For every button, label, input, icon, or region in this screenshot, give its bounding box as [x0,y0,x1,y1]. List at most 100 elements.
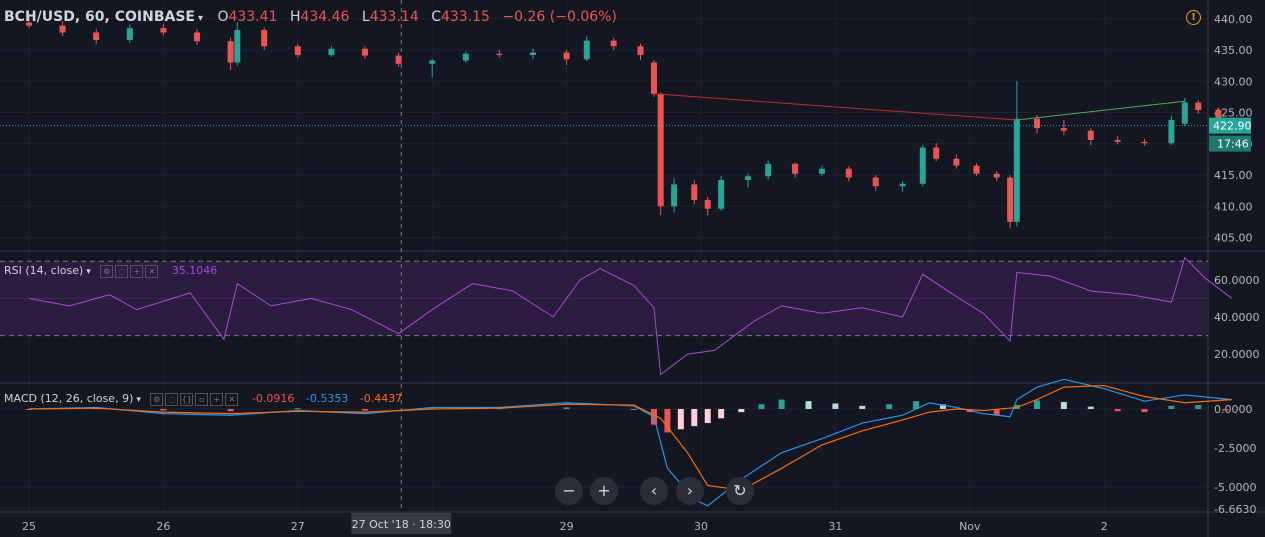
candle-up [919,147,926,184]
candle-down [93,32,100,40]
time-axis-tick: 29 [560,520,574,533]
macd-histogram-bar [832,403,839,409]
candle-down [872,177,879,187]
candle-up [1013,118,1020,222]
macd-histogram-bar [26,408,32,410]
candle-down [792,163,799,174]
settings-icon[interactable]: ⚙ [100,264,114,278]
candle-up [818,168,825,174]
macd-histogram-bar [758,404,765,409]
trendline-green [1016,100,1185,121]
macd-histogram-bar [294,408,301,410]
candle-down [395,55,402,64]
candle-down [194,32,200,42]
candle-down [362,48,368,56]
macd-legend: MACD (12, 26, close, 9) ▾ ⚙ ◌{} ▫ + ✕ -0.0916… [4,392,402,406]
candle-up [765,163,772,177]
macd-hist-value: -0.0916 [251,392,295,405]
rsi-tools: ⚙ ◌ + ✕ [100,264,160,278]
macd-histogram-bar [1087,406,1094,409]
candle-down [973,165,980,174]
macd-histogram-bar [939,404,946,409]
price-axis-tick: 425.00 [1214,107,1253,120]
time-axis-tick: 2 [1101,520,1108,533]
price-axis-tick: 430.00 [1214,75,1253,88]
candle-up [899,183,906,187]
candle-down [691,184,698,200]
reset-chart-button[interactable]: ↻ [726,477,754,505]
time-axis-tick: 26 [156,520,170,533]
data-icon[interactable]: {} [180,392,194,406]
macd-histogram-bar [738,408,745,413]
macd-histogram-bar [1034,400,1040,409]
crosshair-time-badge [351,513,452,534]
candle-down [704,200,711,209]
open-value: 433.41 [228,9,278,25]
candle-down [933,147,940,159]
zoom-out-button[interactable]: − [555,477,583,505]
bar-countdown: 17:46 [1217,138,1249,151]
macd-histogram-bar [886,404,893,409]
rsi-label[interactable]: RSI (14, close) [4,264,84,277]
macd-histogram-bar [913,401,920,409]
settings-icon[interactable]: ⚙ [150,392,164,406]
macd-histogram-bar [993,408,1000,416]
macd-histogram-bar [778,399,785,409]
candle-up [718,180,725,209]
close-icon[interactable]: ✕ [145,264,159,278]
scroll-back-button[interactable]: ‹ [640,477,668,505]
symbol-dropdown-icon[interactable]: ▾ [197,13,203,24]
candle-down [160,28,167,33]
macd-histogram-bar [1060,401,1067,409]
warning-icon[interactable]: ! [1186,10,1201,25]
add-icon[interactable]: + [130,264,144,278]
candle-down [1141,141,1148,144]
candle-up [234,30,241,63]
zoom-in-button[interactable]: + [590,477,618,505]
rsi-axis-tick: 40.0000 [1214,311,1260,324]
candle-down [650,62,657,94]
macd-line [28,378,1232,507]
macd-tools: ⚙ ◌{} ▫ + ✕ [150,392,240,406]
scroll-forward-button[interactable]: › [676,477,704,505]
time-axis-tick: 25 [22,520,36,533]
macd-histogram-bar [664,408,671,433]
macd-signal-value: -0.4437 [359,392,403,405]
low-label: L [361,9,370,25]
candle-down [496,53,503,55]
macd-histogram-bar [1222,408,1229,411]
symbol-label[interactable]: BCH/USD, 60, COINBASE [4,9,195,25]
hide-icon[interactable]: ▫ [195,392,209,406]
candle-down [993,173,1000,178]
macd-histogram-bar [563,407,570,409]
close-value: 433.15 [440,9,490,25]
price-axis-tick: 410.00 [1214,200,1253,213]
candle-down [845,168,852,178]
macd-histogram-bar [1168,405,1175,409]
macd-histogram-bar [718,408,725,419]
close-icon[interactable]: ✕ [225,392,239,406]
price-axis-tick: 435.00 [1214,44,1253,57]
macd-histogram-bar [1195,405,1202,409]
low-value: 433.14 [369,9,419,25]
candle-up [530,52,536,55]
macd-label[interactable]: MACD (12, 26, close, 9) [4,392,134,405]
price-axis-tick: 415.00 [1214,169,1253,182]
countdown-badge [1209,135,1251,152]
candle-down [1060,128,1067,131]
source-icon[interactable]: ◌ [165,392,179,406]
last-price-value: 422.90 [1213,120,1252,133]
macd-histogram-bar [1114,408,1121,412]
candle-up [671,184,678,207]
macd-histogram-bar [805,401,812,409]
price-axis-tick: 405.00 [1214,232,1253,245]
rsi-dropdown-icon[interactable]: ▾ [86,267,91,277]
macd-axis-tick: -5.0000 [1214,481,1256,494]
time-axis-tick: 27 [291,520,305,533]
candle-down [657,93,664,207]
candle-down [953,158,960,166]
macd-dropdown-icon[interactable]: ▾ [136,395,141,405]
add-icon[interactable]: + [210,392,224,406]
source-icon[interactable]: ◌ [115,264,129,278]
